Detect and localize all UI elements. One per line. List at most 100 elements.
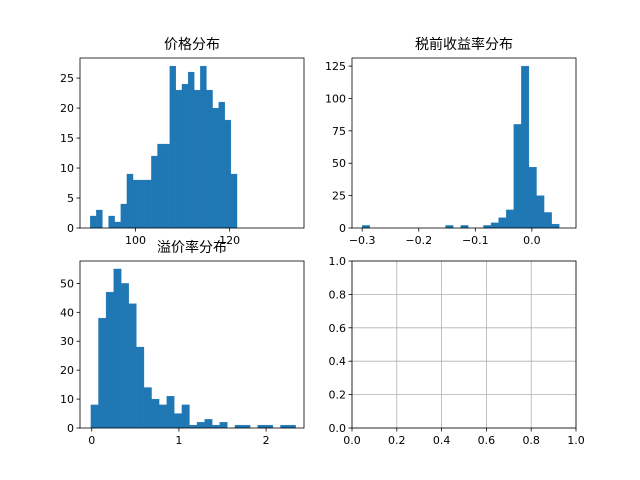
y-tick-label: 10 <box>60 393 74 406</box>
subplot-title: 溢价率分布 <box>157 239 227 256</box>
histogram-bar <box>498 217 507 229</box>
y-tick-label: 1.0 <box>329 255 347 268</box>
y-tick-label: 0.0 <box>329 422 347 435</box>
histogram-bar <box>234 424 243 429</box>
x-tick-label: −0.2 <box>405 234 432 247</box>
x-tick-label: 0.0 <box>343 434 361 447</box>
histogram-bar <box>528 166 537 229</box>
x-tick-label: 0.6 <box>478 434 496 447</box>
histogram-bar <box>257 424 266 429</box>
y-tick-label: 5 <box>67 192 74 205</box>
histogram-bar <box>105 291 114 429</box>
histogram-bar <box>151 398 160 429</box>
x-tick-label: 1.0 <box>567 434 585 447</box>
histogram-bar <box>287 424 296 429</box>
subplot-1: 100 120 0 5 10 15 20 25 价格分布 <box>60 37 305 247</box>
histogram-bar <box>143 387 152 429</box>
histogram-bar <box>120 203 128 229</box>
y-tick-label: 50 <box>60 277 74 290</box>
histogram-bar <box>204 419 213 429</box>
axes-frame <box>79 260 305 429</box>
x-tick-label: 0.4 <box>433 434 451 447</box>
y-tick-label: 75 <box>332 125 346 138</box>
histogram-bar <box>224 119 232 229</box>
y-tick-label: 15 <box>60 132 74 145</box>
subplot-title: 价格分布 <box>164 37 220 53</box>
y-tick-label: 10 <box>60 162 74 175</box>
histogram-bar <box>506 209 514 229</box>
histogram-bar <box>212 424 220 429</box>
histogram-bar <box>181 404 190 429</box>
histogram-bar <box>490 222 499 229</box>
histogram-bar <box>132 179 140 229</box>
x-tick-label: 2 <box>263 434 270 447</box>
histogram-bar <box>145 179 152 229</box>
histogram-bar <box>194 89 201 229</box>
histogram-bar <box>206 89 213 229</box>
x-tick-label: 0.0 <box>523 234 541 247</box>
x-tick-label: 100 <box>125 234 146 247</box>
histogram-bar <box>242 424 251 429</box>
histogram-bar <box>151 155 158 229</box>
axes-frame <box>79 57 305 229</box>
y-tick-label: 0 <box>67 422 74 435</box>
histogram-bar <box>139 179 146 229</box>
y-tick-label: 25 <box>60 72 74 85</box>
histogram-bar <box>136 346 145 429</box>
x-tick-label: 0.8 <box>522 434 540 447</box>
histogram-bar <box>169 65 177 229</box>
histogram-bar <box>96 209 103 229</box>
histogram-bar <box>230 173 238 229</box>
histogram-bar <box>265 424 274 429</box>
x-tick-label: 1 <box>175 434 182 447</box>
axes-frame <box>351 260 577 429</box>
y-tick-label: 0 <box>339 222 346 235</box>
subplot-title: 税前收益率分布 <box>415 36 513 53</box>
x-tick-label: 120 <box>219 234 240 247</box>
histogram-bar <box>98 317 107 429</box>
histogram-bar <box>166 396 175 429</box>
histogram-bar <box>212 107 219 229</box>
x-tick-label: −0.3 <box>349 234 376 247</box>
y-tick-label: 125 <box>325 60 346 73</box>
histogram-bar <box>174 413 183 429</box>
y-tick-label: 0.2 <box>329 389 347 402</box>
y-tick-label: 50 <box>332 157 346 170</box>
x-tick-label: 0.2 <box>388 434 406 447</box>
histogram-bar <box>187 71 195 229</box>
y-tick-label: 0 <box>67 222 74 235</box>
y-tick-label: 40 <box>60 306 74 319</box>
x-tick-label: −0.1 <box>462 234 489 247</box>
histogram-bar <box>175 89 183 229</box>
histogram-bar <box>551 223 560 229</box>
axes-frame <box>351 57 577 229</box>
y-tick-label: 0.4 <box>329 355 347 368</box>
histogram-bar <box>158 404 167 429</box>
histogram-bar <box>543 212 552 229</box>
histogram-bar <box>196 422 205 429</box>
histogram-bar <box>181 83 189 229</box>
histogram-bar <box>90 404 99 429</box>
histogram-bar <box>521 65 530 229</box>
histogram-bar <box>128 303 137 429</box>
histogram-bar <box>114 221 121 229</box>
y-tick-label: 100 <box>325 92 346 105</box>
histogram-bar <box>113 268 122 429</box>
x-tick-label: 0 <box>88 434 95 447</box>
y-tick-label: 30 <box>60 335 74 348</box>
histogram-bar <box>189 424 198 429</box>
histogram-bar <box>218 101 225 229</box>
histogram-bar <box>90 215 97 229</box>
histogram-bar <box>536 195 545 229</box>
y-tick-label: 20 <box>60 102 74 115</box>
histogram-bar <box>126 173 134 229</box>
histogram-bar <box>108 215 115 229</box>
histogram-bar <box>157 143 164 229</box>
subplot-4: 0.0 0.2 0.4 0.6 0.8 1.0 0.0 0.2 0.4 0.6 0.8 1.0 <box>329 255 585 447</box>
y-tick-label: 25 <box>332 190 346 203</box>
histogram-bar <box>200 65 207 229</box>
y-tick-label: 0.6 <box>329 322 347 335</box>
histogram-bar <box>280 424 289 429</box>
